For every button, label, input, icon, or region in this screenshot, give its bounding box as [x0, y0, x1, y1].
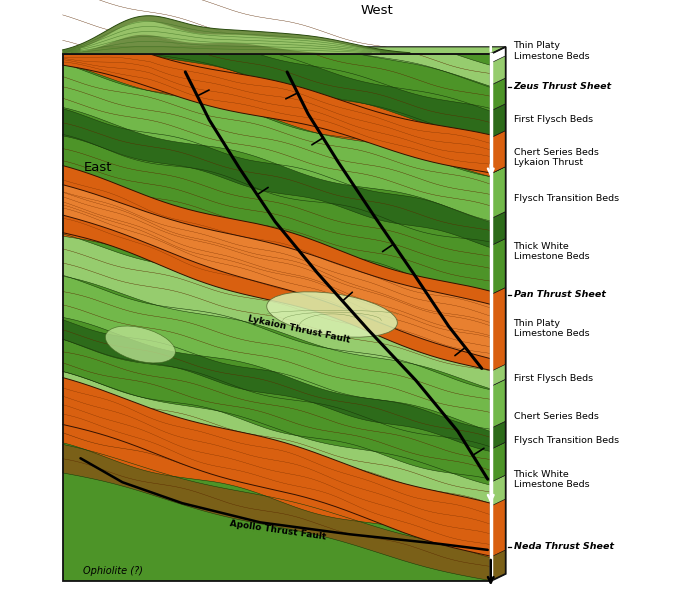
Polygon shape [62, 134, 491, 293]
Polygon shape [491, 547, 505, 581]
Text: Chert Series Beds: Chert Series Beds [514, 412, 598, 421]
Polygon shape [62, 320, 491, 452]
Ellipse shape [267, 292, 398, 337]
Ellipse shape [106, 326, 176, 363]
Polygon shape [62, 54, 491, 177]
Text: Flysch Transition Beds: Flysch Transition Beds [514, 436, 619, 445]
Polygon shape [491, 499, 505, 557]
Text: Neda Thrust Sheet: Neda Thrust Sheet [514, 542, 613, 552]
Text: Thick White
Limestone Beds: Thick White Limestone Beds [514, 470, 589, 489]
Polygon shape [62, 54, 491, 136]
Polygon shape [491, 288, 505, 344]
Polygon shape [491, 211, 505, 246]
Polygon shape [62, 16, 410, 54]
Text: Thin Platy
Limestone Beds: Thin Platy Limestone Beds [514, 41, 589, 60]
Polygon shape [62, 47, 505, 54]
Text: Apollo Thrust Fault: Apollo Thrust Fault [230, 519, 327, 541]
Text: Flysch Transition Beds: Flysch Transition Beds [514, 195, 619, 204]
Polygon shape [62, 184, 491, 359]
Polygon shape [80, 21, 380, 54]
Polygon shape [62, 54, 491, 111]
Polygon shape [491, 421, 505, 449]
Polygon shape [491, 104, 505, 138]
Polygon shape [62, 371, 491, 518]
Polygon shape [62, 16, 410, 54]
Polygon shape [62, 54, 491, 173]
Polygon shape [491, 475, 505, 515]
Polygon shape [62, 444, 491, 580]
Polygon shape [62, 54, 491, 86]
Text: Lykaion Thrust Fault: Lykaion Thrust Fault [247, 314, 351, 345]
Polygon shape [491, 131, 505, 174]
Polygon shape [491, 442, 505, 482]
Polygon shape [62, 339, 491, 479]
Text: Thin Platy
Limestone Beds: Thin Platy Limestone Beds [514, 319, 589, 338]
Polygon shape [491, 131, 505, 174]
Polygon shape [491, 288, 505, 371]
Text: Ophiolite (?): Ophiolite (?) [83, 566, 144, 576]
Text: First Flysch Beds: First Flysch Beds [514, 374, 593, 383]
Polygon shape [491, 379, 505, 428]
Polygon shape [62, 184, 491, 344]
Text: West: West [360, 4, 393, 17]
Polygon shape [62, 54, 491, 581]
Polygon shape [62, 275, 491, 431]
Polygon shape [491, 56, 505, 85]
Polygon shape [62, 377, 491, 556]
Text: Thick White
Limestone Beds: Thick White Limestone Beds [514, 242, 589, 261]
Polygon shape [491, 238, 505, 295]
Polygon shape [62, 63, 491, 222]
Polygon shape [62, 405, 491, 558]
Text: Chert Series Beds
Lykaion Thrust: Chert Series Beds Lykaion Thrust [514, 148, 598, 167]
Text: Pan Thrust Sheet: Pan Thrust Sheet [514, 291, 606, 300]
Polygon shape [62, 108, 491, 247]
Polygon shape [491, 167, 505, 219]
Text: First Flysch Beds: First Flysch Beds [514, 116, 593, 125]
Text: Zeus Thrust Sheet: Zeus Thrust Sheet [514, 83, 612, 92]
Text: East: East [83, 161, 112, 174]
Polygon shape [491, 337, 505, 386]
Polygon shape [491, 508, 505, 554]
Polygon shape [62, 165, 491, 370]
Polygon shape [62, 234, 491, 389]
Polygon shape [491, 78, 505, 111]
